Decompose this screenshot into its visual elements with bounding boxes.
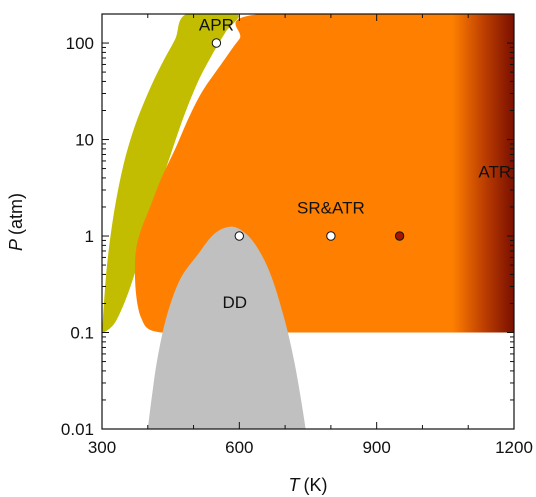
regions-layer (102, 14, 514, 429)
y-axis-title: P (atm) (6, 193, 26, 251)
y-axis-symbol: P (6, 239, 26, 251)
x-axis-symbol: T (289, 475, 302, 495)
label-dd: DD (223, 293, 248, 312)
label-sr-atr: SR&ATR (297, 199, 365, 218)
y-tick-label: 100 (66, 34, 94, 53)
y-axis-unit: (atm) (6, 193, 26, 235)
data-point-2 (234, 231, 245, 241)
x-tick-label: 300 (88, 438, 116, 457)
data-point-3 (326, 231, 336, 241)
region-dd (147, 226, 306, 429)
y-tick-label: 0.1 (70, 324, 94, 343)
y-tick-label: 0.01 (61, 420, 94, 439)
label-atr: ATR (478, 162, 511, 181)
plot-frame (101, 13, 515, 430)
x-tick-label: 900 (362, 438, 390, 457)
region-labels: APR SR&ATR ATR DD (199, 16, 511, 312)
x-tick-label: 1200 (495, 438, 533, 457)
data-point-4 (394, 231, 405, 241)
region-atr (452, 14, 514, 333)
x-axis-unit: (K) (304, 475, 328, 495)
x-axis-title: T (K) (289, 475, 328, 495)
label-apr: APR (199, 16, 234, 35)
data-point-1 (211, 38, 222, 48)
y-tick-label: 1 (85, 227, 94, 246)
points-layer (211, 38, 405, 241)
axis-ticks (101, 13, 515, 430)
y-tick-label: 10 (75, 131, 94, 150)
x-tick-label: 600 (225, 438, 253, 457)
tick-labels: 300 600 900 1200 0.01 0.1 1 10 100 (61, 34, 533, 457)
